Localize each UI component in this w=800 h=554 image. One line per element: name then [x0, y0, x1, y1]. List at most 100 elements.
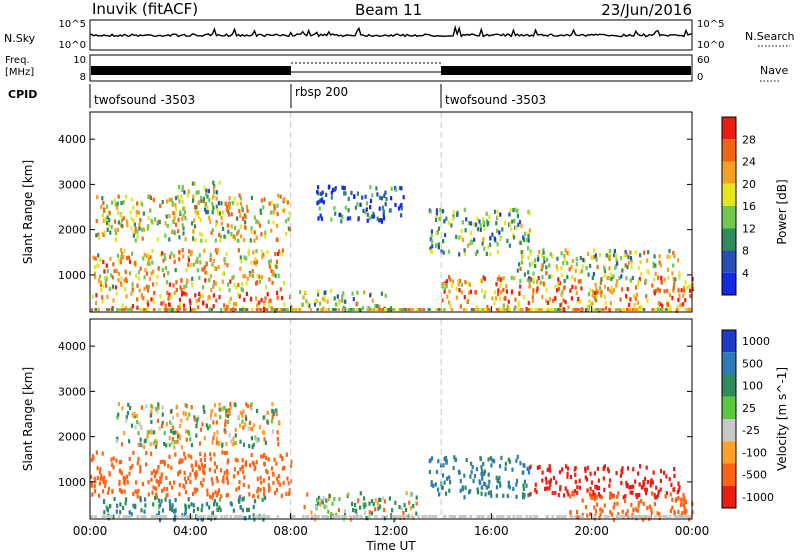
- heatmap-cell: [512, 208, 515, 213]
- heatmap-cell: [191, 283, 194, 288]
- heatmap-cell: [290, 463, 293, 468]
- heatmap-cell: [436, 469, 439, 474]
- heatmap-cell: [111, 489, 114, 494]
- heatmap-cell: [237, 229, 240, 234]
- heatmap-cell: [195, 433, 198, 438]
- heatmap-cell: [128, 255, 131, 260]
- heatmap-cell: [196, 417, 199, 422]
- heatmap-cell: [207, 215, 211, 220]
- heatmap-cell: [216, 208, 219, 213]
- heatmap-cell: [593, 471, 596, 476]
- heatmap-cell: [557, 286, 561, 291]
- heatmap-cell: [204, 270, 207, 275]
- heatmap-cell: [567, 305, 570, 310]
- heatmap-cell: [292, 515, 296, 518]
- heatmap-cell: [121, 224, 124, 229]
- heatmap-cell: [621, 515, 624, 518]
- heatmap-cell: [186, 278, 189, 283]
- heatmap-cell: [362, 208, 365, 213]
- heatmap-cell: [279, 453, 282, 459]
- heatmap-cell: [616, 261, 619, 266]
- heatmap-cell: [354, 508, 357, 513]
- heatmap-cell: [173, 290, 176, 296]
- heatmap-cell: [203, 436, 206, 441]
- heatmap-cell: [288, 491, 291, 496]
- heatmap-cell: [640, 304, 643, 309]
- heatmap-cell: [665, 491, 668, 496]
- heatmap-cell: [132, 233, 135, 238]
- y-tick-label: 1000: [58, 476, 86, 489]
- heatmap-cell: [110, 273, 113, 278]
- heatmap-cell: [189, 479, 192, 485]
- heatmap-cell: [542, 250, 545, 255]
- heatmap-cell: [157, 482, 160, 487]
- heatmap-cell: [237, 485, 241, 490]
- heatmap-cell: [271, 308, 275, 311]
- heatmap-cell: [243, 516, 246, 521]
- heatmap-cell: [458, 470, 461, 475]
- heatmap-cell: [187, 497, 190, 502]
- heatmap-cell: [239, 224, 242, 229]
- heatmap-cell: [101, 295, 104, 300]
- heatmap-cell: [102, 200, 105, 206]
- heatmap-cell: [214, 266, 217, 271]
- heatmap-cell: [463, 251, 466, 256]
- heatmap-cell: [630, 264, 633, 269]
- heatmap-cell: [227, 229, 230, 234]
- nsky-panel: N.Sky 10^5 10^0 10^5 10^0 N.Search: [4, 19, 795, 51]
- heatmap-cell: [586, 305, 589, 310]
- heatmap-cell: [400, 206, 403, 211]
- heatmap-cell: [167, 271, 170, 276]
- heatmap-cell: [198, 231, 202, 236]
- heatmap-cell: [103, 275, 107, 280]
- heatmap-cell: [640, 485, 643, 490]
- heatmap-cell: [473, 222, 476, 227]
- heatmap-cell: [108, 472, 111, 477]
- heatmap-cell: [231, 275, 234, 280]
- heatmap-cell: [334, 211, 337, 216]
- heatmap-cell: [258, 300, 261, 305]
- heatmap-cell: [164, 221, 167, 226]
- heatmap-cell: [120, 218, 124, 223]
- heatmap-cell: [476, 487, 479, 492]
- heatmap-cell: [192, 236, 195, 241]
- heatmap-cell: [626, 287, 629, 292]
- heatmap-cell: [596, 466, 599, 471]
- heatmap-cell: [240, 287, 243, 292]
- heatmap-cell: [170, 429, 173, 434]
- heatmap-cell: [136, 515, 140, 518]
- heatmap-cell: [98, 235, 101, 240]
- heatmap-cell: [424, 515, 428, 518]
- heatmap-cell: [635, 516, 638, 521]
- heatmap-cell: [375, 186, 378, 191]
- heatmap-cell: [527, 308, 531, 311]
- heatmap-cell: [166, 223, 169, 229]
- heatmap-cell: [226, 304, 229, 310]
- heatmap-cell: [517, 308, 521, 311]
- heatmap-cell: [657, 301, 660, 306]
- heatmap-cell: [597, 492, 600, 497]
- heatmap-cell: [244, 225, 247, 230]
- heatmap-cell: [256, 303, 259, 308]
- heatmap-cell: [233, 308, 237, 311]
- heatmap-cell: [347, 196, 350, 201]
- heatmap-cell: [532, 291, 535, 296]
- heatmap-cell: [478, 308, 482, 311]
- heatmap-cell: [190, 515, 194, 518]
- heatmap-cell: [221, 450, 224, 455]
- heatmap-cell: [178, 297, 182, 302]
- heatmap-cell: [231, 308, 235, 311]
- heatmap-cell: [495, 282, 498, 287]
- heatmap-cell: [106, 490, 110, 495]
- heatmap-cell: [276, 436, 279, 441]
- heatmap-cell: [156, 274, 159, 279]
- heatmap-cell: [117, 278, 120, 283]
- heatmap-cell: [246, 507, 249, 513]
- heatmap-cell: [278, 482, 282, 487]
- heatmap-cell: [356, 515, 359, 518]
- heatmap-cell: [325, 192, 328, 197]
- heatmap-cell: [189, 263, 192, 268]
- heatmap-cell: [316, 308, 319, 311]
- heatmap-cell: [350, 517, 353, 522]
- heatmap-cell: [430, 456, 434, 461]
